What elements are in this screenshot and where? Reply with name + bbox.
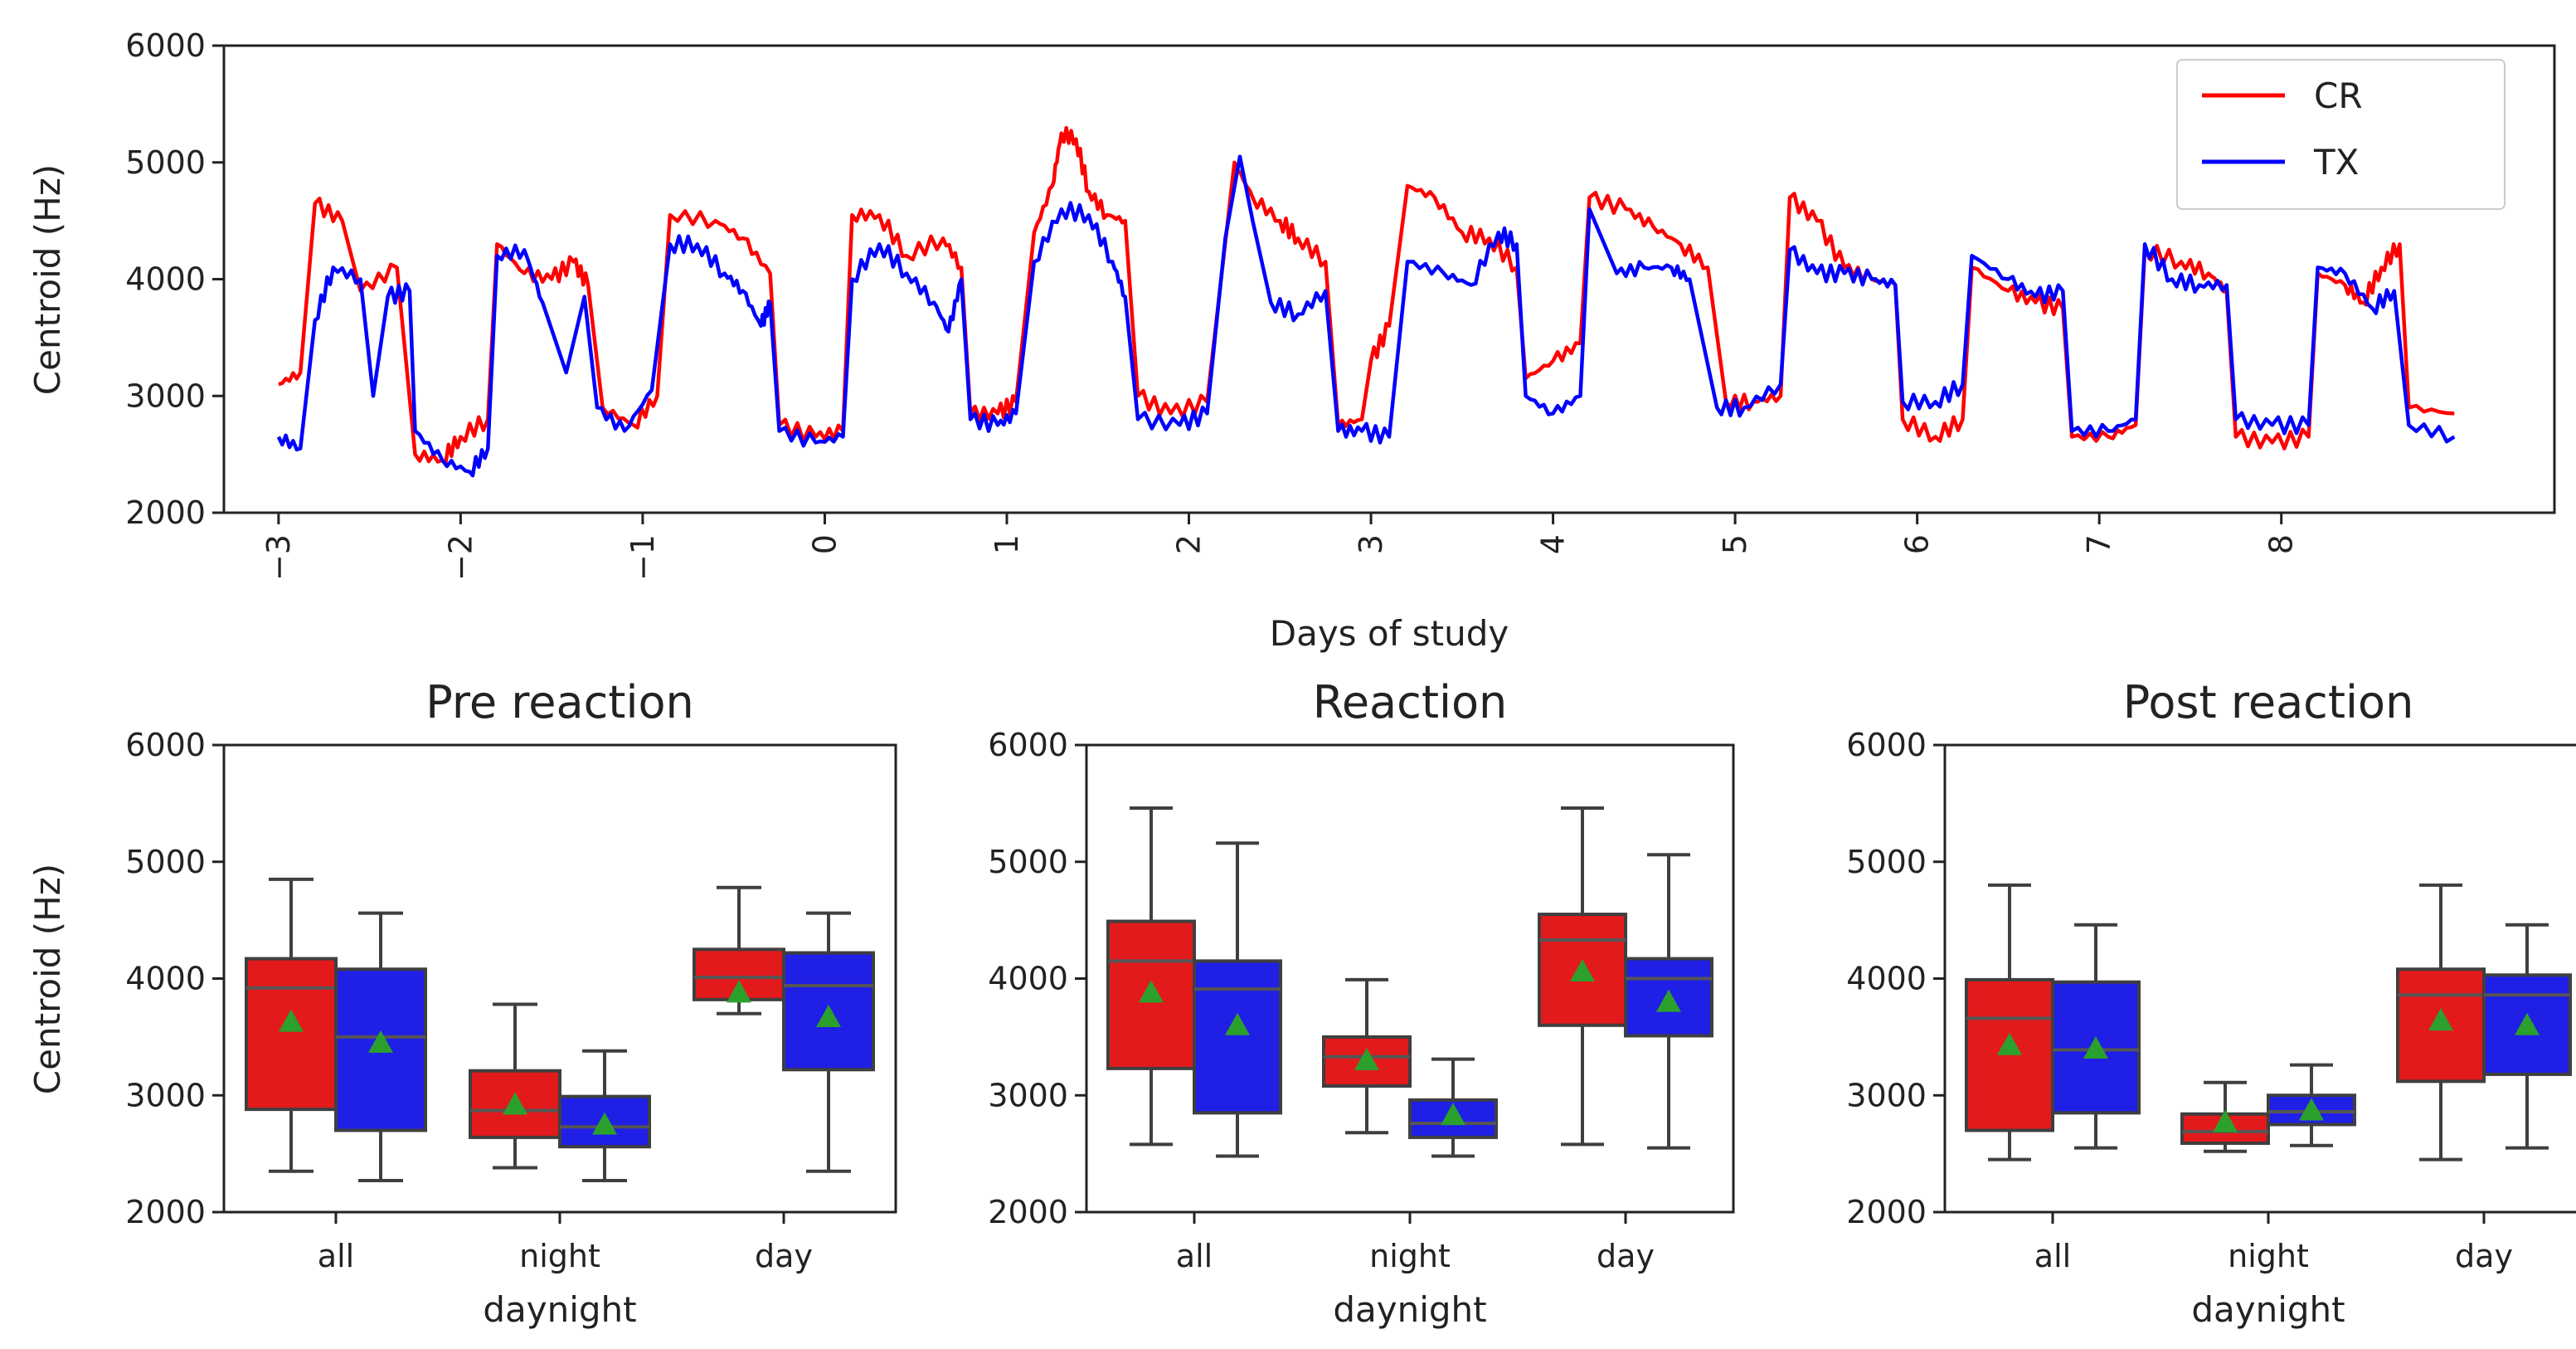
x-tick-label: night — [2228, 1238, 2309, 1274]
mean-marker-tx-day — [1656, 989, 1681, 1012]
legend-label-cr: CR — [2314, 75, 2363, 116]
plot-title: Post reaction — [2123, 676, 2414, 728]
plot-title: Reaction — [1313, 676, 1508, 728]
mean-marker-tx-night — [1441, 1103, 1465, 1126]
mean-marker-cr-day — [2428, 1008, 2453, 1031]
x-tick-label: 8 — [2263, 534, 2300, 554]
x-tick-label: −3 — [260, 534, 297, 581]
series-group — [276, 125, 2456, 478]
legend-label-tx: TX — [2313, 142, 2359, 183]
x-tick-label: −2 — [442, 534, 479, 581]
mean-marker-cr-all — [1139, 980, 1164, 1003]
mean-marker-tx-all — [368, 1030, 393, 1053]
y-tick-label: 6000 — [125, 727, 206, 763]
x-axis-label: daynight — [483, 1289, 636, 1330]
mean-marker-cr-day — [1570, 959, 1595, 982]
y-tick-label: 4000 — [125, 261, 206, 298]
x-tick-label: all — [318, 1238, 354, 1274]
y-tick-label: 6000 — [1846, 727, 1927, 763]
x-axis-label: daynight — [2191, 1289, 2345, 1330]
boxes — [1965, 883, 2572, 1162]
mean-marker-tx-night — [592, 1112, 617, 1135]
y-tick-label: 2000 — [988, 1194, 1068, 1230]
x-axis: −3 −2 −1 0 1 2 3 4 5 6 7 8 — [260, 513, 2300, 581]
box-tx-day — [1624, 957, 1713, 1038]
y-tick-label: 2000 — [125, 1194, 206, 1230]
x-tick-label: 4 — [1535, 534, 1572, 554]
box-plot-pre-reaction: Pre reaction daynight Centroid (Hz) 2000… — [27, 676, 897, 1330]
x-axis-label: Days of study — [1270, 613, 1509, 654]
mean-marker-tx-night — [2299, 1098, 2324, 1121]
y-tick-label: 3000 — [988, 1077, 1068, 1113]
boxes — [245, 877, 875, 1182]
mean-marker-tx-all — [1225, 1012, 1250, 1035]
x-axis: all night day — [1176, 1212, 1655, 1274]
legend: CR TX — [2176, 59, 2506, 210]
y-tick-label: 3000 — [125, 377, 206, 414]
y-tick-label: 6000 — [125, 27, 206, 64]
x-tick-label: 2 — [1171, 534, 1208, 554]
y-tick-label: 5000 — [988, 844, 1068, 880]
x-tick-label: night — [1369, 1238, 1451, 1274]
y-tick-label: 5000 — [125, 144, 206, 181]
mean-marker-tx-day — [2515, 1012, 2540, 1035]
y-axis-label: Centroid (Hz) — [27, 164, 68, 395]
mean-marker-cr-night — [2213, 1109, 2238, 1132]
mean-marker-tx-all — [2083, 1035, 2108, 1059]
plot-title: Pre reaction — [425, 676, 693, 728]
box-cr-all — [245, 957, 338, 1112]
y-tick-label: 4000 — [988, 961, 1068, 997]
box-plot-post-reaction: Post reaction daynight 20003000400050006… — [1846, 676, 2576, 1330]
box-tx-all — [1193, 959, 1282, 1115]
y-tick-label: 4000 — [125, 961, 206, 997]
mean-marker-cr-night — [1354, 1048, 1379, 1071]
x-axis: all night day — [318, 1212, 813, 1274]
y-tick-label: 6000 — [988, 727, 1068, 763]
x-tick-label: 5 — [1717, 534, 1753, 554]
y-axis: 2000 3000 4000 5000 6000 — [988, 727, 1086, 1230]
x-tick-label: night — [519, 1238, 600, 1274]
y-tick-label: 5000 — [125, 844, 206, 880]
x-tick-label: 3 — [1353, 534, 1389, 554]
mean-marker-cr-day — [727, 980, 751, 1003]
x-tick-label: day — [1597, 1238, 1655, 1274]
series-line-tx — [276, 154, 2456, 478]
mean-marker-cr-all — [1997, 1032, 2022, 1055]
x-tick-label: all — [1176, 1238, 1213, 1274]
y-tick-label: 3000 — [125, 1077, 206, 1113]
x-tick-label: all — [2034, 1238, 2071, 1274]
y-tick-label: 2000 — [1846, 1194, 1927, 1230]
y-tick-label: 2000 — [125, 494, 206, 531]
x-tick-label: 6 — [1899, 534, 1936, 554]
x-axis: all night day — [2034, 1212, 2513, 1274]
y-axis: 2000 3000 4000 5000 6000 — [1846, 727, 1945, 1230]
mean-marker-cr-all — [279, 1009, 304, 1032]
y-tick-label: 3000 — [1846, 1077, 1927, 1113]
x-tick-label: 7 — [2081, 534, 2117, 554]
x-tick-label: 1 — [989, 534, 1025, 554]
y-axis: 2000 3000 4000 5000 6000 — [125, 727, 224, 1230]
x-tick-label: day — [2455, 1238, 2513, 1274]
x-axis-label: daynight — [1333, 1289, 1486, 1330]
boxes — [1106, 806, 1713, 1158]
y-tick-label: 4000 — [1846, 961, 1927, 997]
y-axis: 2000 3000 4000 5000 6000 — [125, 27, 224, 531]
x-tick-label: −1 — [625, 534, 661, 581]
x-tick-label: 0 — [806, 534, 843, 554]
y-axis-label: Centroid (Hz) — [27, 864, 68, 1094]
line-chart: 2000 3000 4000 5000 6000 −3 −2 −1 0 1 2 3 4 5 6 7 8 Day… — [27, 27, 2556, 654]
mean-marker-cr-night — [503, 1092, 527, 1115]
y-tick-label: 5000 — [1846, 844, 1927, 880]
x-tick-label: day — [755, 1238, 813, 1274]
mean-marker-tx-day — [816, 1004, 841, 1027]
